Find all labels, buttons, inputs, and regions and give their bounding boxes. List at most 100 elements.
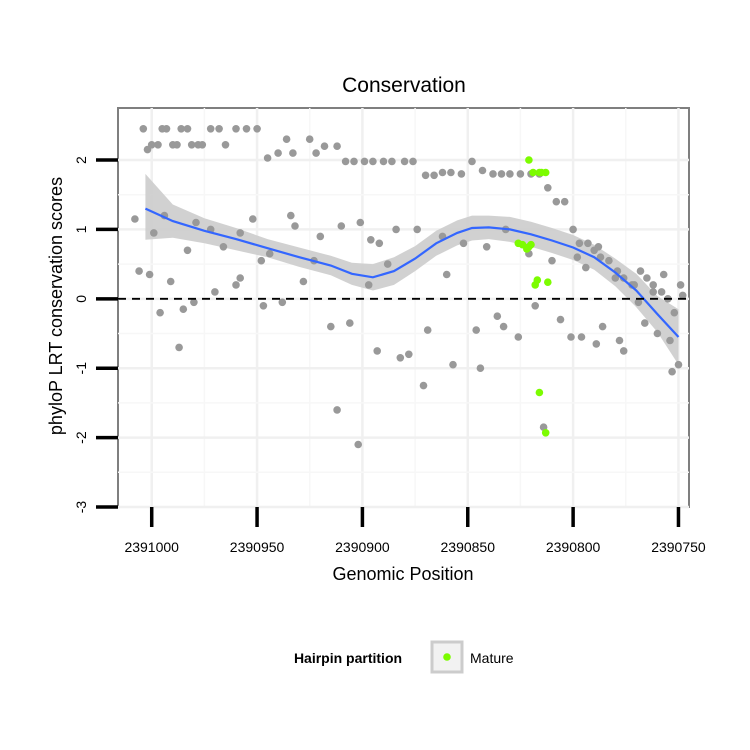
y-axis-title: phyloP LRT conservation scores: [46, 177, 66, 435]
chart-title: Conservation: [342, 74, 466, 97]
other-point: [459, 239, 468, 248]
legend-title: Hairpin partition: [294, 650, 402, 666]
other-point: [173, 141, 181, 149]
other-point: [215, 125, 223, 133]
other-point: [674, 360, 683, 369]
other-point: [236, 274, 244, 282]
x-axis-title: Genomic Position: [332, 564, 473, 584]
x-tick-label: 2390950: [230, 539, 285, 555]
other-point: [221, 141, 230, 149]
other-point: [493, 312, 502, 321]
mature-point: [541, 429, 550, 437]
y-tick-label: -1: [73, 362, 89, 375]
plot-panel: [117, 107, 690, 508]
other-point: [457, 170, 466, 178]
axis-layer: 2391000 2390950 2390900 2390850 2390800 23907…: [73, 156, 706, 555]
mature-point: [525, 156, 533, 164]
other-point: [544, 184, 552, 192]
other-point: [611, 274, 620, 282]
other-point: [594, 243, 603, 251]
legend-mature-dot: [443, 653, 451, 661]
other-point: [643, 274, 651, 282]
legend: Hairpin partition Mature: [294, 640, 514, 674]
other-point: [350, 157, 358, 166]
other-point: [400, 157, 409, 166]
other-point: [179, 305, 188, 314]
other-point: [497, 170, 506, 178]
other-point: [312, 149, 320, 157]
other-point: [175, 343, 183, 352]
other-point: [327, 322, 335, 331]
x-tick-label: 2390900: [335, 539, 390, 555]
other-point: [396, 354, 405, 362]
legend-label-mature: Mature: [470, 650, 514, 666]
smooth-line: [144, 207, 680, 338]
y-tick-label: 2: [73, 156, 89, 164]
other-point: [333, 142, 341, 150]
other-point: [367, 236, 375, 244]
other-point: [548, 256, 556, 265]
other-point: [232, 281, 240, 289]
other-point: [333, 406, 341, 414]
smooth-confidence-ribbon: [145, 173, 679, 365]
mature-point: [529, 168, 537, 177]
other-point: [282, 135, 291, 143]
other-point: [476, 364, 485, 373]
x-tick-label: 2390750: [651, 539, 706, 555]
other-point: [657, 288, 666, 296]
y-tick-label: 0: [73, 295, 89, 303]
other-point: [242, 125, 251, 133]
other-point: [139, 125, 148, 133]
other-point: [659, 270, 668, 279]
other-point: [360, 157, 369, 166]
other-point: [598, 322, 607, 331]
other-point: [649, 281, 657, 289]
other-point: [373, 347, 382, 355]
other-point: [413, 225, 422, 234]
other-point: [573, 253, 582, 261]
other-point: [449, 360, 457, 369]
other-point: [605, 256, 613, 265]
other-point: [577, 333, 586, 341]
other-point: [556, 315, 565, 324]
other-point: [263, 154, 272, 162]
other-point: [670, 308, 679, 317]
other-point: [419, 381, 428, 390]
other-point: [506, 170, 514, 178]
other-point: [249, 215, 257, 223]
other-point: [653, 329, 662, 338]
other-point: [356, 218, 365, 227]
other-point: [364, 281, 373, 289]
points-layer: [131, 125, 687, 449]
other-point: [183, 246, 192, 255]
other-point: [634, 298, 643, 307]
other-point: [405, 350, 413, 359]
other-point: [468, 157, 476, 166]
other-point: [253, 125, 261, 133]
other-point: [287, 211, 295, 220]
other-point: [187, 141, 196, 149]
other-point: [569, 225, 577, 234]
other-point: [478, 166, 487, 175]
other-point: [198, 141, 207, 149]
other-point: [219, 243, 228, 251]
x-tick-label: 2390850: [441, 539, 496, 555]
y-tick-label: 1: [73, 225, 89, 233]
other-point: [430, 171, 438, 180]
other-point: [499, 322, 508, 331]
other-point: [257, 256, 266, 265]
smooth-ribbon-layer: [145, 173, 679, 365]
other-point: [278, 298, 287, 307]
other-point: [154, 141, 162, 149]
other-point: [447, 168, 455, 177]
other-point: [423, 326, 432, 334]
other-point: [369, 157, 377, 166]
mature-point: [525, 243, 533, 251]
other-point: [421, 171, 430, 180]
other-point: [162, 125, 171, 133]
other-point: [265, 249, 274, 258]
y-tick-label: -3: [73, 501, 89, 514]
other-point: [668, 367, 676, 376]
mature-point: [514, 239, 523, 248]
